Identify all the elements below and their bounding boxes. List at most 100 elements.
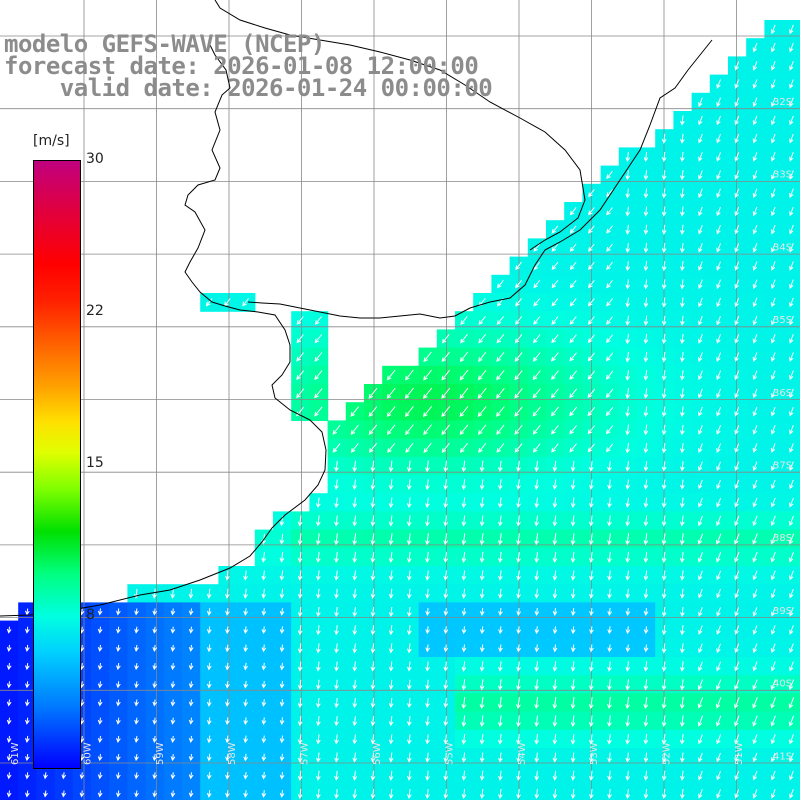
wind-arrow: [425, 679, 430, 690]
wind-arrow: [625, 770, 631, 781]
wind-arrow: [716, 315, 721, 326]
wind-arrow: [698, 243, 703, 253]
wind-arrow: [680, 279, 685, 290]
wind-arrow: [533, 316, 541, 325]
wind-arrow: [352, 479, 358, 490]
wind-arrow: [386, 424, 396, 436]
wind-arrow: [243, 608, 249, 616]
wind-arrow: [734, 261, 740, 271]
wind-arrow: [532, 352, 541, 362]
wind-arrow: [698, 770, 703, 781]
wind-arrow: [407, 570, 412, 581]
wind-arrow: [770, 789, 776, 799]
wind-arrow: [388, 697, 394, 709]
wind-arrow: [443, 533, 449, 546]
wind-arrow: [550, 406, 559, 417]
wind-arrow: [661, 606, 667, 618]
wind-arrow: [570, 715, 576, 728]
wind-arrow: [716, 625, 721, 635]
wind-arrow: [116, 626, 121, 634]
wind-arrow: [752, 279, 758, 290]
wind-arrow: [588, 225, 595, 234]
wind-arrow: [206, 626, 212, 635]
wind-arrow: [716, 643, 721, 654]
wind-arrow: [789, 206, 794, 217]
colorbar-tick-8: 8: [86, 607, 95, 623]
wind-arrow: [698, 315, 703, 326]
wind-arrow: [479, 788, 485, 800]
wind-arrow: [680, 242, 685, 254]
wind-arrow: [625, 479, 631, 490]
wind-arrow: [496, 369, 505, 381]
wind-arrow: [461, 570, 467, 581]
wind-arrow: [661, 588, 667, 599]
wind-arrow: [789, 588, 794, 599]
wind-arrow: [243, 717, 249, 726]
wind-arrow: [716, 588, 721, 599]
wind-arrow: [625, 406, 631, 418]
wind-arrow: [716, 679, 722, 691]
wind-arrow: [134, 735, 139, 743]
wind-arrow: [352, 497, 358, 509]
wind-arrow: [698, 479, 703, 490]
wind-arrow: [716, 352, 722, 362]
wind-arrow: [188, 681, 194, 689]
wind-arrow: [261, 717, 267, 726]
wind-arrow: [734, 479, 740, 490]
wind-arrow: [661, 151, 667, 163]
wind-arrow: [188, 588, 194, 599]
wind-arrow: [423, 351, 432, 363]
wind-arrow: [404, 405, 414, 418]
wind-arrow: [625, 333, 631, 345]
wind-arrow: [625, 696, 630, 710]
wind-arrow: [589, 752, 594, 763]
wind-arrow: [534, 515, 540, 527]
wind-arrow: [698, 497, 703, 508]
wind-arrow: [407, 661, 412, 672]
wind-arrow: [97, 772, 103, 780]
wind-arrow: [697, 533, 704, 545]
wind-arrow: [716, 152, 721, 162]
wind-arrow: [334, 515, 339, 527]
wind-arrow: [443, 734, 449, 745]
wind-arrow: [734, 224, 740, 235]
wind-arrow: [752, 97, 758, 108]
wind-arrow: [406, 497, 412, 509]
wind-arrow: [752, 679, 758, 691]
wind-arrow: [680, 625, 685, 636]
wind-arrow: [261, 662, 267, 671]
wind-arrow: [334, 697, 339, 709]
wind-arrow: [770, 97, 776, 108]
wind-arrow: [607, 644, 613, 653]
wind-arrow: [370, 788, 376, 800]
wind-arrow: [134, 717, 139, 725]
wind-arrow: [607, 696, 612, 710]
wind-arrow: [570, 788, 576, 800]
wind-arrow: [734, 206, 740, 217]
wind-arrow: [188, 754, 194, 762]
wind-arrow: [588, 207, 595, 216]
wind-arrow: [188, 626, 194, 634]
wind-arrow: [789, 497, 794, 508]
wind-arrow: [734, 552, 740, 563]
wind-arrow: [661, 770, 667, 781]
lat-label: 32S: [773, 97, 792, 108]
wind-arrow: [679, 533, 685, 546]
wind-arrow: [297, 533, 303, 546]
wind-arrow: [443, 697, 449, 709]
wind-arrow: [279, 588, 285, 599]
lon-label: 53W: [589, 742, 600, 765]
wind-arrow: [279, 626, 285, 635]
wind-arrow: [443, 515, 449, 527]
wind-arrow: [441, 351, 450, 363]
wind-arrow: [316, 606, 321, 618]
wind-arrow: [625, 461, 631, 472]
wind-arrow: [770, 42, 776, 53]
wind-arrow: [679, 515, 685, 527]
lon-label: 52W: [662, 742, 673, 765]
wind-arrow: [643, 279, 649, 290]
wind-arrow: [370, 515, 376, 527]
wind-arrow: [551, 298, 559, 307]
wind-arrow: [788, 697, 795, 709]
wind-arrow: [698, 97, 703, 108]
